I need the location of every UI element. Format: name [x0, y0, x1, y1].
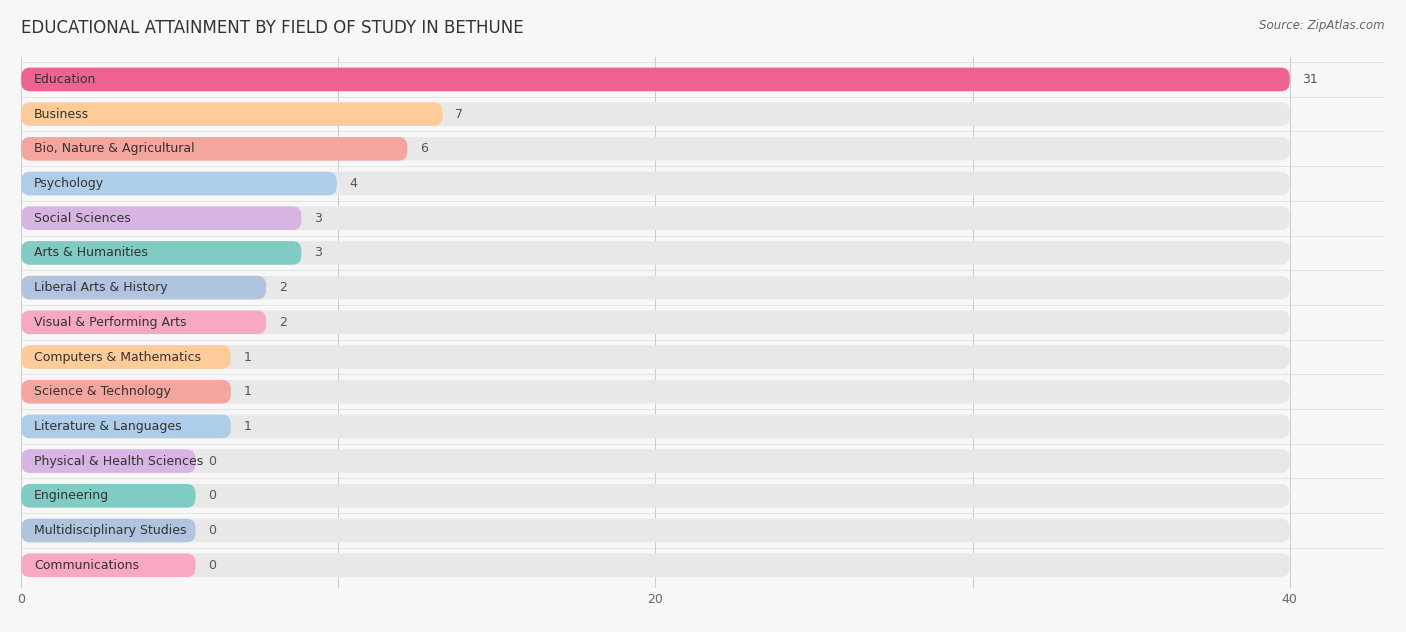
FancyBboxPatch shape: [21, 519, 1289, 542]
FancyBboxPatch shape: [21, 380, 231, 403]
FancyBboxPatch shape: [21, 137, 408, 161]
Text: Visual & Performing Arts: Visual & Performing Arts: [34, 316, 186, 329]
FancyBboxPatch shape: [21, 554, 195, 577]
FancyBboxPatch shape: [21, 102, 443, 126]
FancyBboxPatch shape: [21, 449, 195, 473]
FancyBboxPatch shape: [21, 207, 301, 230]
FancyBboxPatch shape: [21, 68, 1289, 91]
Text: 31: 31: [1302, 73, 1319, 86]
Text: 6: 6: [420, 142, 427, 155]
Text: Business: Business: [34, 107, 89, 121]
FancyBboxPatch shape: [21, 415, 1289, 438]
FancyBboxPatch shape: [21, 207, 1289, 230]
FancyBboxPatch shape: [21, 554, 1289, 577]
FancyBboxPatch shape: [21, 449, 1289, 473]
FancyBboxPatch shape: [21, 519, 195, 542]
Text: Engineering: Engineering: [34, 489, 108, 502]
Text: 1: 1: [243, 386, 252, 398]
Text: 0: 0: [208, 454, 217, 468]
Text: Bio, Nature & Agricultural: Bio, Nature & Agricultural: [34, 142, 194, 155]
FancyBboxPatch shape: [21, 415, 231, 438]
Text: Arts & Humanities: Arts & Humanities: [34, 246, 148, 259]
Text: 1: 1: [243, 351, 252, 363]
FancyBboxPatch shape: [21, 380, 1289, 403]
Text: 2: 2: [278, 281, 287, 294]
FancyBboxPatch shape: [21, 102, 1289, 126]
Text: Science & Technology: Science & Technology: [34, 386, 170, 398]
Text: Multidisciplinary Studies: Multidisciplinary Studies: [34, 524, 186, 537]
FancyBboxPatch shape: [21, 137, 1289, 161]
FancyBboxPatch shape: [21, 241, 1289, 265]
Text: 3: 3: [314, 212, 322, 225]
FancyBboxPatch shape: [21, 276, 1289, 300]
FancyBboxPatch shape: [21, 310, 266, 334]
FancyBboxPatch shape: [21, 172, 1289, 195]
Text: 0: 0: [208, 559, 217, 572]
FancyBboxPatch shape: [21, 241, 301, 265]
Text: 4: 4: [350, 177, 357, 190]
Text: EDUCATIONAL ATTAINMENT BY FIELD OF STUDY IN BETHUNE: EDUCATIONAL ATTAINMENT BY FIELD OF STUDY…: [21, 19, 523, 37]
Text: Psychology: Psychology: [34, 177, 104, 190]
FancyBboxPatch shape: [21, 345, 1289, 369]
Text: 7: 7: [456, 107, 464, 121]
Text: 0: 0: [208, 524, 217, 537]
Text: Social Sciences: Social Sciences: [34, 212, 131, 225]
Text: 2: 2: [278, 316, 287, 329]
Text: Education: Education: [34, 73, 96, 86]
FancyBboxPatch shape: [21, 484, 1289, 507]
Text: 3: 3: [314, 246, 322, 259]
Text: 1: 1: [243, 420, 252, 433]
FancyBboxPatch shape: [21, 276, 266, 300]
FancyBboxPatch shape: [21, 310, 1289, 334]
Text: Liberal Arts & History: Liberal Arts & History: [34, 281, 167, 294]
Text: Source: ZipAtlas.com: Source: ZipAtlas.com: [1260, 19, 1385, 32]
Text: Literature & Languages: Literature & Languages: [34, 420, 181, 433]
Text: 0: 0: [208, 489, 217, 502]
Text: Physical & Health Sciences: Physical & Health Sciences: [34, 454, 202, 468]
FancyBboxPatch shape: [21, 484, 195, 507]
FancyBboxPatch shape: [21, 68, 1289, 91]
FancyBboxPatch shape: [21, 172, 336, 195]
Text: Computers & Mathematics: Computers & Mathematics: [34, 351, 201, 363]
Text: Communications: Communications: [34, 559, 139, 572]
FancyBboxPatch shape: [21, 345, 231, 369]
